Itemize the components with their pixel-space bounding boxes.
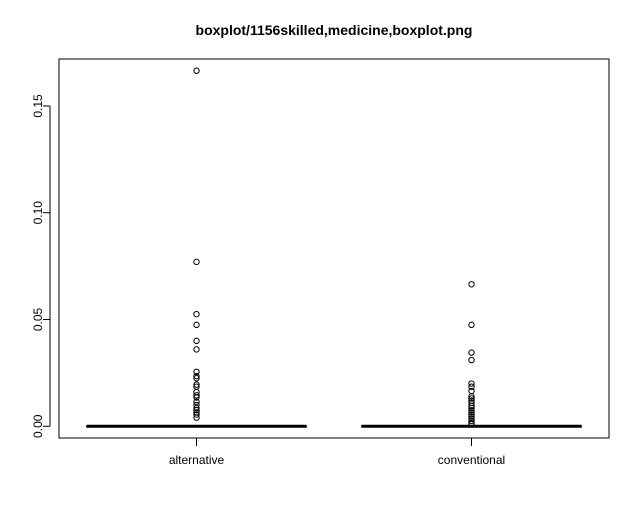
outlier-point <box>468 420 475 428</box>
box-conventional <box>361 281 582 428</box>
outlier-point <box>468 281 475 288</box>
outlier-point <box>193 414 200 421</box>
outlier-point <box>193 375 200 382</box>
outlier-point <box>468 380 475 387</box>
y-tick-label: 0.10 <box>31 201 45 225</box>
outlier-point <box>193 404 200 412</box>
outlier-point <box>193 411 200 418</box>
outlier-point <box>468 413 475 420</box>
y-tick-label: 0.15 <box>31 94 45 118</box>
outlier-point <box>468 407 475 414</box>
chart-title: boxplot/1156skilled,medicine,boxplot.png <box>196 22 473 38</box>
outlier-point <box>193 394 200 401</box>
plot-frame <box>58 58 610 439</box>
outlier-point <box>468 321 475 329</box>
outlier-point <box>193 258 200 266</box>
outlier-point <box>468 383 475 390</box>
y-tick-label: 0.00 <box>31 414 45 438</box>
outlier-point <box>193 407 200 414</box>
outlier-point <box>193 321 200 329</box>
outlier-point <box>468 349 475 356</box>
outlier-point <box>468 411 475 418</box>
outlier-point <box>468 395 475 402</box>
outlier-point <box>193 337 200 345</box>
outlier-point <box>193 310 200 318</box>
y-tick-label: 0.05 <box>31 307 45 331</box>
outlier-point <box>468 356 475 364</box>
box-alternative <box>86 67 307 428</box>
outlier-point <box>193 67 200 74</box>
outlier-point <box>193 346 200 353</box>
outlier-point <box>468 393 475 400</box>
y-axis: 0.00 0.05 0.10 0.15 <box>31 94 51 438</box>
x-tick-label: conventional <box>438 453 505 467</box>
outlier-point <box>468 417 475 425</box>
outlier-point <box>468 404 475 412</box>
outlier-point <box>193 398 200 405</box>
outlier-point <box>193 392 200 399</box>
outlier-point <box>193 372 200 380</box>
x-tick-label: alternative <box>169 453 225 467</box>
boxes-layer <box>86 67 582 428</box>
outlier-point <box>468 409 475 416</box>
outlier-point <box>468 402 475 410</box>
outlier-point <box>193 381 200 388</box>
x-axis: alternative conventional <box>169 438 505 467</box>
outlier-point <box>193 368 200 376</box>
